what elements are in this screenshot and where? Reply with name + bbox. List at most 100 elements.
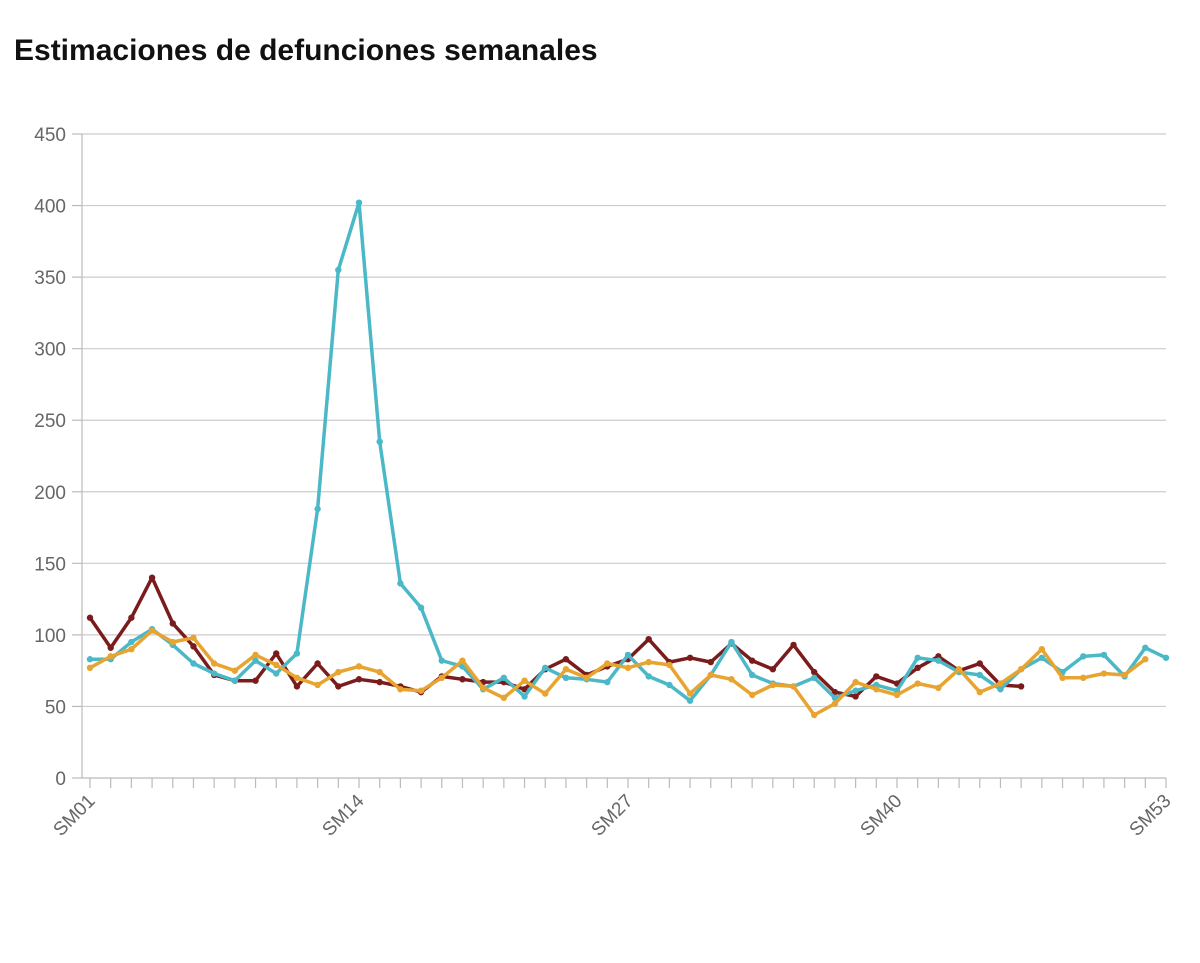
data-point: [935, 657, 942, 664]
data-point: [852, 687, 859, 694]
data-point: [86, 656, 94, 663]
data-point: [438, 657, 445, 664]
y-tick-label: 250: [34, 411, 66, 432]
data-point: [500, 694, 508, 702]
data-point: [128, 646, 135, 653]
data-point: [686, 697, 694, 704]
data-point: [914, 654, 921, 661]
data-point: [1059, 674, 1066, 682]
data-point: [376, 668, 383, 676]
data-point: [521, 686, 528, 693]
data-point: [376, 678, 383, 686]
data-point: [252, 651, 259, 659]
data-point: [686, 654, 694, 661]
axes: [72, 133, 1167, 788]
x-tick-label: SM14: [319, 790, 369, 840]
data-point: [335, 266, 342, 274]
data-point: [811, 711, 818, 719]
data-point: [831, 688, 839, 696]
data-point: [645, 635, 652, 643]
data-point: [521, 693, 528, 700]
data-point: [314, 681, 321, 689]
y-tick-label: 400: [34, 197, 66, 218]
data-point: [748, 657, 756, 664]
data-point: [438, 674, 445, 682]
data-point: [748, 671, 756, 679]
data-point: [335, 668, 342, 676]
x-tick-label: SM53: [1126, 791, 1176, 841]
data-point: [1038, 646, 1046, 653]
data-point: [500, 674, 508, 682]
data-point: [521, 677, 528, 684]
data-point: [852, 678, 859, 686]
y-tick-label: 50: [45, 697, 66, 718]
data-point: [417, 687, 425, 694]
data-point: [604, 660, 611, 667]
data-point: [1162, 654, 1170, 661]
data-point: [707, 658, 714, 666]
data-point: [210, 670, 218, 677]
data-point: [686, 690, 694, 697]
data-point: [397, 580, 404, 587]
data-point: [459, 657, 466, 664]
data-point: [893, 691, 901, 699]
data-point: [935, 684, 942, 692]
data-point: [1100, 670, 1108, 677]
data-point: [624, 651, 632, 659]
data-point: [748, 691, 756, 699]
data-point: [542, 690, 549, 697]
y-tick-label: 100: [34, 626, 66, 647]
data-point: [562, 674, 570, 682]
data-point: [645, 673, 652, 680]
data-point: [976, 671, 983, 679]
data-point: [1100, 651, 1108, 659]
data-point: [811, 668, 818, 676]
data-point: [976, 688, 983, 696]
data-point: [542, 664, 549, 672]
data-point: [666, 661, 673, 669]
data-point: [148, 627, 156, 634]
data-point: [666, 681, 673, 689]
data-point: [293, 683, 301, 690]
data-point: [583, 674, 590, 682]
y-tick-label: 200: [34, 483, 66, 504]
data-point: [335, 683, 342, 690]
x-tick-label: SM27: [588, 791, 638, 841]
data-point: [728, 638, 735, 646]
data-point: [479, 684, 487, 692]
data-point: [645, 658, 652, 666]
data-point: [707, 671, 714, 679]
data-point: [997, 680, 1004, 687]
data-point: [790, 641, 797, 649]
data-point: [86, 664, 94, 672]
data-point: [914, 664, 921, 672]
data-point: [314, 505, 321, 513]
y-tick-label: 450: [34, 125, 66, 146]
data-point: [1121, 671, 1128, 679]
data-point: [1142, 656, 1149, 663]
y-tick-label: 300: [34, 340, 66, 361]
data-point: [293, 650, 301, 657]
data-point: [1017, 683, 1025, 690]
data-point: [1038, 654, 1046, 661]
data-point: [831, 700, 839, 707]
data-point: [190, 660, 197, 667]
data-point: [811, 674, 818, 682]
data-point: [355, 676, 363, 683]
data-point: [314, 660, 321, 667]
data-point: [293, 674, 301, 682]
x-tick-label: SM01: [50, 791, 100, 841]
data-point: [107, 653, 114, 660]
y-tick-label: 150: [34, 554, 66, 575]
y-tick-label: 0: [55, 769, 66, 790]
data-point: [1017, 666, 1025, 673]
data-point: [128, 614, 135, 621]
data-point: [955, 666, 963, 673]
tick-labels: 0 50 100 150 200 250 300 350 400 450 SM01 SM14 SM27 S…: [34, 125, 1175, 841]
y-tick-label: 350: [34, 268, 66, 289]
data-point: [231, 677, 239, 684]
data-point: [355, 663, 363, 670]
data-point: [624, 664, 632, 672]
data-point: [914, 680, 921, 687]
